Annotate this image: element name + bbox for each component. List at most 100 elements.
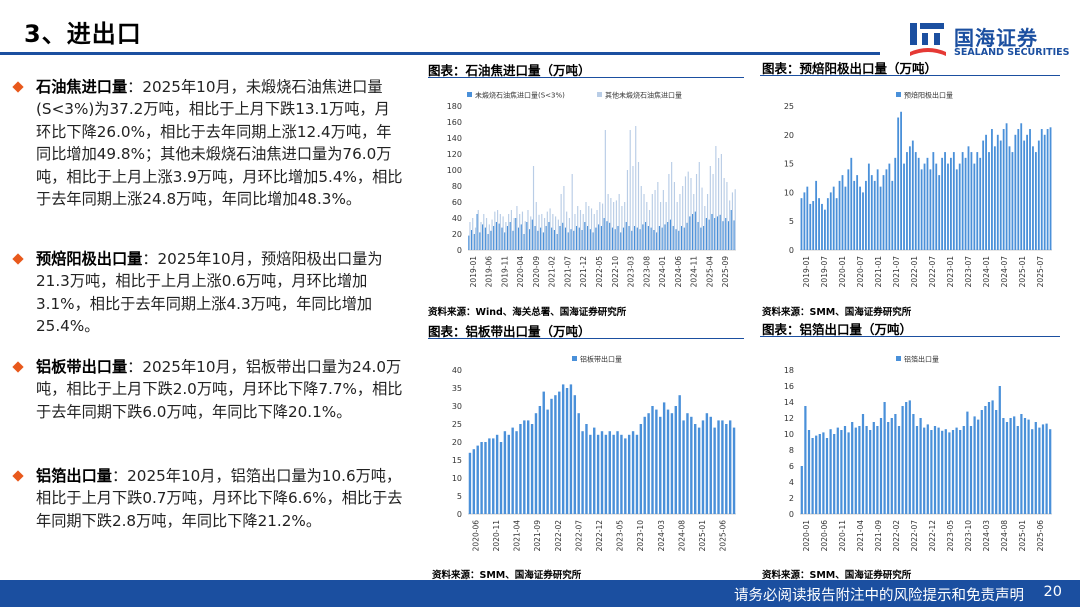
bar	[530, 216, 532, 250]
bar	[682, 186, 684, 250]
bar	[593, 214, 595, 250]
bar	[865, 426, 868, 514]
y-tick-label: 6	[789, 462, 794, 471]
bar	[969, 426, 973, 514]
y-tick-label: 35	[452, 384, 462, 393]
chart-title-rule	[760, 75, 1060, 76]
chart-title-rule	[428, 338, 744, 339]
bar	[856, 175, 859, 250]
x-tick-label: 2024-03	[657, 520, 666, 552]
bar	[911, 140, 914, 250]
bar	[573, 230, 575, 250]
bar	[600, 431, 604, 514]
bar	[665, 202, 667, 250]
bar	[998, 386, 1001, 514]
bar	[714, 218, 716, 250]
bar	[499, 442, 503, 514]
bar	[538, 214, 540, 250]
bar	[627, 434, 631, 514]
bar	[582, 214, 584, 250]
y-tick-label: 120	[447, 150, 462, 159]
bar	[510, 210, 512, 250]
bar	[474, 227, 477, 250]
bar	[836, 427, 839, 514]
y-tick-label: 16	[784, 382, 794, 391]
bar	[487, 234, 489, 250]
bar	[838, 180, 841, 250]
footer-disclaimer: 请务必阅读报告附注中的风险提示和免责声明	[734, 588, 1024, 604]
bar	[861, 414, 865, 514]
bar	[948, 432, 951, 514]
bar	[534, 226, 536, 250]
x-tick-label: 2024-07	[1000, 256, 1009, 288]
bar	[620, 232, 622, 250]
bar	[894, 157, 897, 250]
bar	[581, 230, 583, 250]
bar	[947, 163, 949, 250]
bar	[1017, 129, 1020, 250]
bar	[719, 214, 721, 250]
bar	[565, 388, 569, 514]
bar	[841, 175, 844, 250]
bar	[733, 220, 735, 250]
bar	[976, 152, 979, 250]
bar	[596, 210, 598, 250]
bar	[503, 431, 507, 514]
bar	[632, 166, 634, 250]
bar	[700, 227, 702, 250]
bar	[610, 198, 612, 250]
bar	[667, 222, 669, 250]
bar	[603, 218, 605, 250]
bar	[987, 402, 991, 514]
bar	[470, 230, 473, 250]
bar	[1034, 422, 1037, 514]
bar	[516, 206, 518, 250]
bullet-diamond-icon	[12, 81, 24, 93]
bar	[484, 442, 487, 514]
legend-label: 铝板带出口量	[580, 355, 622, 364]
bar	[869, 430, 872, 514]
y-tick-label: 10	[452, 474, 462, 483]
bar	[926, 157, 929, 250]
bar	[541, 214, 543, 250]
bar	[505, 222, 507, 250]
bar	[472, 218, 474, 250]
bar	[695, 174, 698, 250]
bar	[542, 391, 545, 514]
bar	[973, 163, 976, 250]
bar	[937, 427, 940, 514]
bullet-text: ：2025年10月，铝板带出口量为24.0万吨，相比于上月下跌2.0万吨，月环比…	[36, 358, 403, 421]
bar	[932, 152, 935, 250]
bar	[592, 232, 594, 250]
bar	[1049, 127, 1052, 250]
bar	[568, 218, 571, 250]
bar	[728, 420, 732, 514]
bar	[550, 398, 553, 514]
x-tick-label: 2023-05	[946, 520, 955, 552]
bar	[488, 438, 491, 514]
bar	[938, 175, 941, 250]
bar	[973, 416, 976, 514]
bar	[624, 202, 626, 250]
x-tick-label: 2023-07	[964, 256, 973, 288]
bar	[507, 434, 510, 514]
legend-label: 其他未煅烧石油焦进口量	[605, 91, 682, 100]
bar	[645, 222, 647, 250]
bar	[606, 221, 608, 250]
bar	[847, 169, 850, 250]
bar	[517, 227, 520, 250]
bar	[648, 210, 651, 250]
y-tick-label: 160	[447, 118, 462, 127]
bar	[711, 214, 713, 250]
bar	[501, 227, 503, 250]
bar	[483, 214, 485, 250]
bullet-diamond-icon	[12, 253, 24, 265]
legend-label: 未煅烧石油焦进口量(S<3%)	[475, 91, 565, 100]
bar	[999, 140, 1002, 250]
bar	[908, 146, 911, 250]
bar	[689, 216, 691, 250]
bar	[669, 219, 672, 250]
bar	[555, 216, 557, 250]
page-number: 20	[1043, 584, 1062, 600]
bar	[676, 202, 678, 250]
